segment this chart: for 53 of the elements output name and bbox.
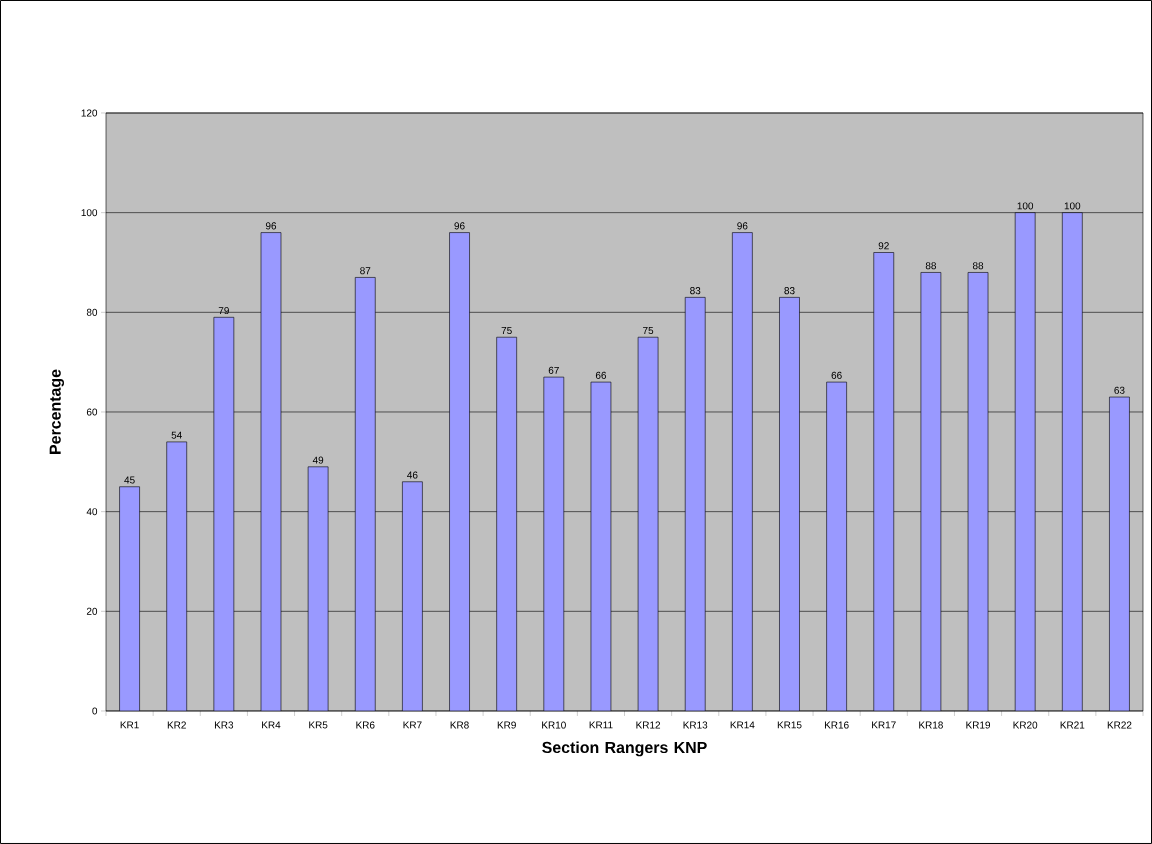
x-tick-label: KR13: [683, 721, 708, 729]
x-tick-label: KR16: [824, 721, 849, 729]
x-tick-label: KR11: [589, 721, 613, 729]
x-tick-label: KR20: [1013, 721, 1038, 729]
data-label: 100: [1064, 202, 1081, 210]
y-axis-title: Percentage: [49, 369, 65, 454]
data-label: 100: [1017, 202, 1034, 210]
x-axis-title: Section Rangers KNP: [542, 741, 707, 757]
data-label: 66: [831, 371, 842, 379]
x-tick-label: KR8: [450, 721, 469, 729]
data-label: 75: [501, 327, 512, 335]
data-label: 45: [124, 476, 135, 484]
data-label: 92: [878, 242, 889, 250]
y-tick-label: 40: [86, 508, 98, 516]
data-label: 63: [1114, 386, 1125, 394]
x-tick-label: KR10: [542, 721, 566, 729]
data-label: 79: [218, 307, 229, 315]
data-label: 96: [265, 222, 277, 230]
data-label: 83: [784, 287, 795, 295]
data-label: 54: [171, 431, 182, 439]
x-tick-label: KR19: [966, 721, 991, 729]
data-label: 96: [737, 222, 748, 230]
x-tick-label: KR3: [214, 721, 234, 729]
y-tick-label: 60: [86, 408, 98, 416]
x-tick-label: KR17: [872, 721, 896, 729]
x-tick-label: KR5: [309, 721, 328, 729]
x-tick-label: KR15: [777, 721, 802, 729]
x-tick-label: KR14: [730, 721, 755, 729]
x-tick-label: KR7: [403, 721, 422, 729]
y-tick-label: 20: [86, 607, 98, 615]
data-label: 49: [312, 456, 324, 464]
data-label: 88: [925, 262, 936, 270]
x-tick-label: KR6: [356, 721, 375, 729]
y-tick-label: 100: [81, 209, 98, 217]
y-tick-label: 0: [92, 707, 98, 715]
x-tick-label: KR4: [262, 721, 281, 729]
x-tick-label: KR2: [167, 721, 186, 729]
x-tick-label: KR18: [919, 721, 943, 729]
x-tick-label: KR9: [497, 721, 516, 729]
data-label: 66: [595, 371, 607, 379]
y-tick-label: 80: [86, 308, 98, 316]
data-label: 46: [407, 471, 418, 479]
x-tick-label: KR1: [120, 721, 139, 729]
data-label: 87: [360, 267, 371, 275]
x-tick-label: KR21: [1060, 721, 1085, 729]
x-tick-label: KR12: [636, 721, 661, 729]
data-label: 88: [972, 262, 984, 270]
data-label: 96: [454, 222, 465, 230]
data-label: 83: [690, 287, 701, 295]
data-label: 67: [548, 366, 559, 374]
data-label: 75: [643, 327, 654, 335]
y-tick-label: 120: [81, 109, 98, 117]
x-tick-label: KR22: [1107, 721, 1132, 729]
